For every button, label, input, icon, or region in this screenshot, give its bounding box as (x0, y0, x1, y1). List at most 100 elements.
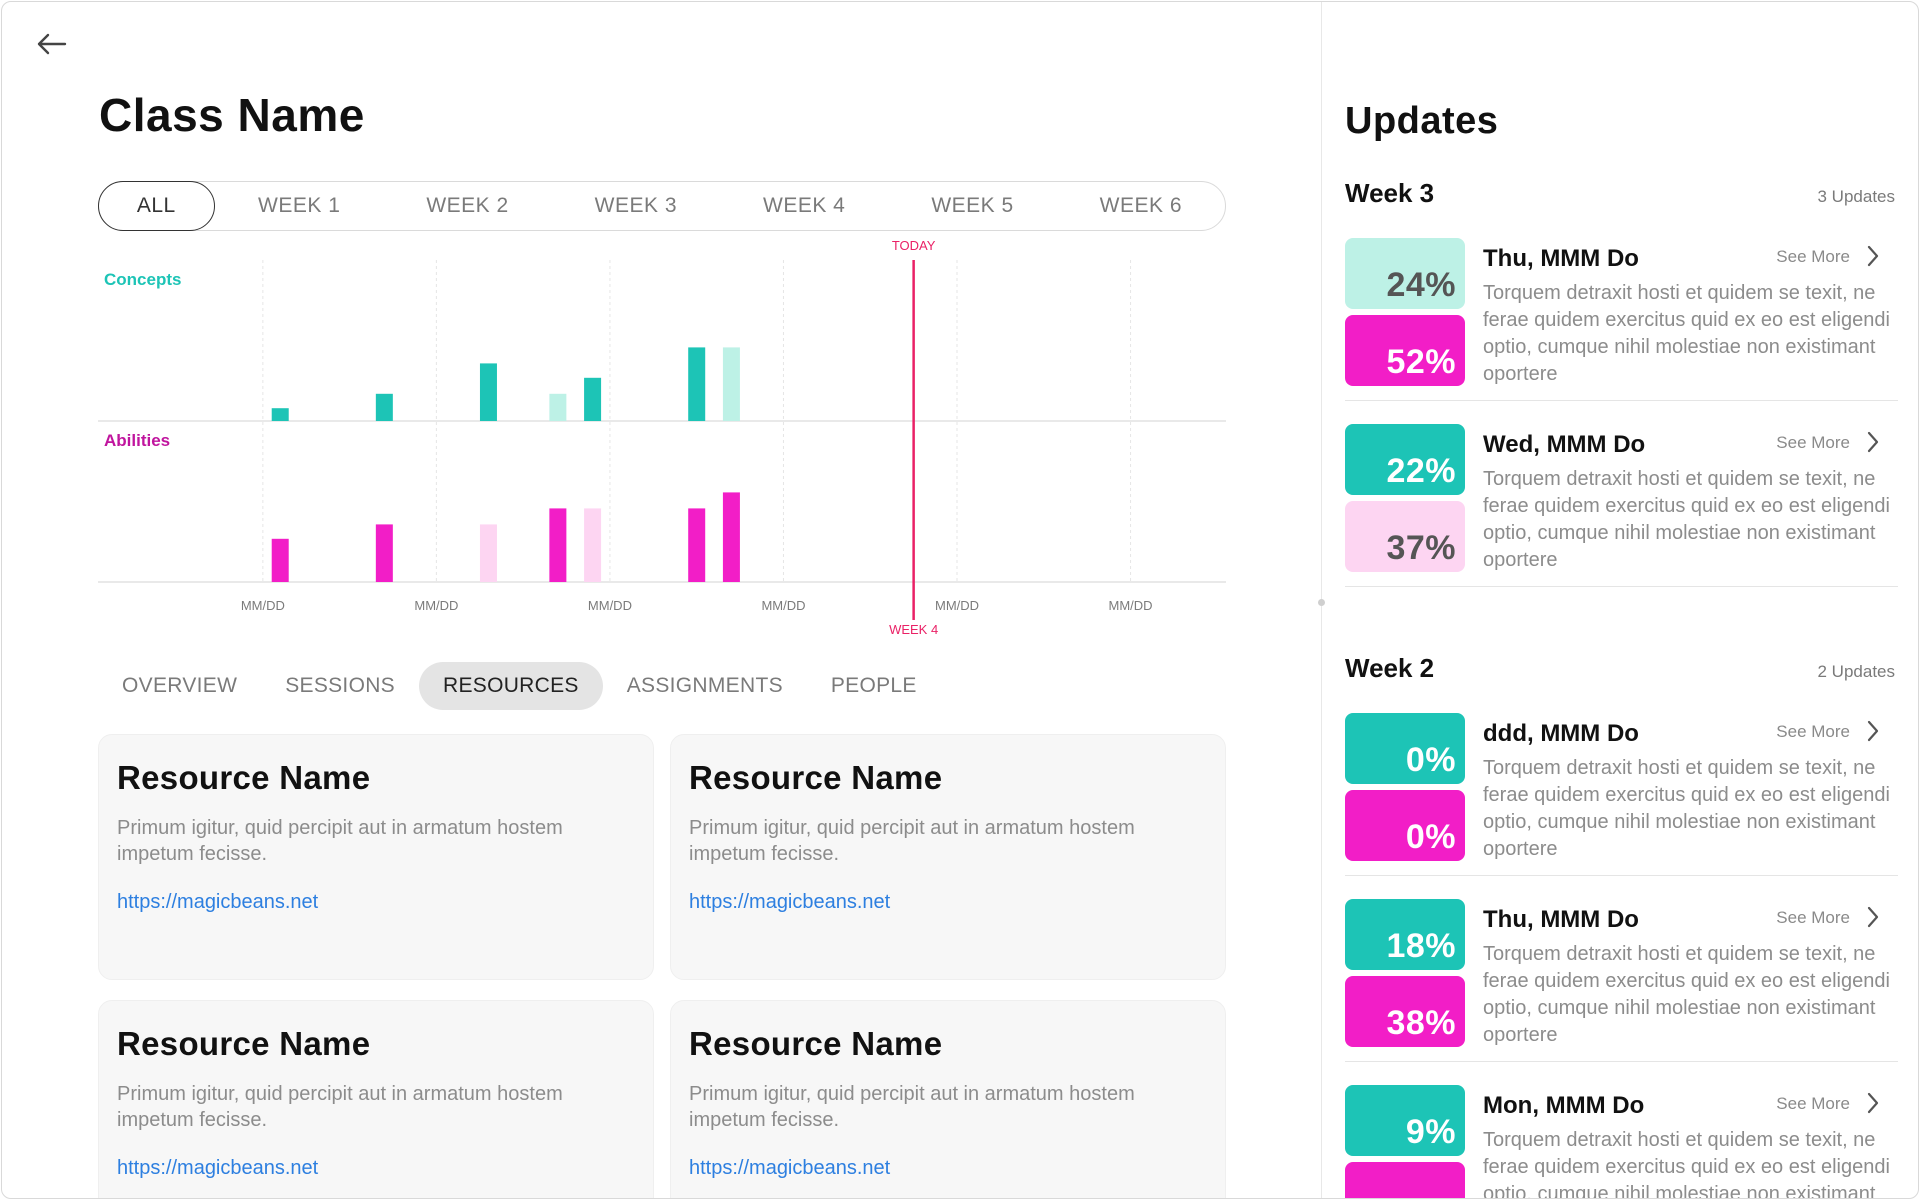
update-text: Torquem detraxit hosti et quidem se texi… (1483, 466, 1895, 574)
abilities-bar (480, 524, 497, 582)
abilities-percent-badge: 0% (1345, 790, 1465, 861)
concepts-percent-badge: 9% (1345, 1085, 1465, 1156)
concepts-bar (688, 347, 705, 421)
tab-week-5[interactable]: WEEK 5 (888, 181, 1056, 231)
x-tick-label: MM/DD (935, 598, 979, 613)
resource-name: Resource Name (689, 759, 1207, 797)
update-date: Thu, MMM Do (1483, 245, 1639, 273)
tab-week-1[interactable]: WEEK 1 (215, 181, 383, 231)
concepts-bar (723, 347, 740, 421)
abilities-label: Abilities (104, 431, 170, 450)
concepts-percent-badge: 18% (1345, 899, 1465, 970)
week-label: Week 3 (1345, 178, 1434, 209)
tab-week-2[interactable]: WEEK 2 (383, 181, 551, 231)
resource-card: Resource Name Primum igitur, quid percip… (670, 1000, 1226, 1199)
abilities-percent-badge: 37% (1345, 501, 1465, 572)
resource-card: Resource Name Primum igitur, quid percip… (670, 734, 1226, 980)
see-more-link[interactable]: See More (1776, 433, 1850, 453)
concepts-bar (376, 394, 393, 421)
update-text: Torquem detraxit hosti et quidem se texi… (1483, 280, 1895, 388)
resource-card: Resource Name Primum igitur, quid percip… (98, 1000, 654, 1199)
concepts-percent-badge: 24% (1345, 238, 1465, 309)
updates-panel: Updates Week 3 3 Updates 24% 52% Thu, MM… (1322, 2, 1919, 1199)
resource-name: Resource Name (117, 1025, 635, 1063)
update-item[interactable]: 24% 52% Thu, MMM Do See More Torquem det… (1345, 231, 1898, 401)
resource-link[interactable]: https://magicbeans.net (117, 1157, 635, 1180)
abilities-bar (584, 508, 601, 582)
chevron-right-icon[interactable] (1866, 429, 1880, 455)
resource-name: Resource Name (689, 1025, 1207, 1063)
x-tick-label: MM/DD (241, 598, 285, 613)
tab-all[interactable]: ALL (98, 181, 216, 231)
today-week-label: WEEK 4 (889, 622, 938, 637)
week-header: Week 3 3 Updates (1345, 178, 1895, 209)
concepts-bar (549, 394, 566, 421)
resource-link[interactable]: https://magicbeans.net (689, 891, 1207, 914)
abilities-bar (723, 492, 740, 582)
abilities-percent-badge (1345, 1162, 1465, 1199)
update-item[interactable]: 22% 37% Wed, MMM Do See More Torquem det… (1345, 417, 1898, 587)
abilities-bar (549, 508, 566, 582)
resource-description: Primum igitur, quid percipit aut in arma… (117, 815, 635, 867)
resource-link[interactable]: https://magicbeans.net (117, 891, 635, 914)
resource-name: Resource Name (117, 759, 635, 797)
update-date: Wed, MMM Do (1483, 431, 1645, 459)
today-label: TODAY (892, 238, 936, 253)
update-count: 2 Updates (1818, 662, 1896, 682)
update-text: Torquem detraxit hosti et quidem se texi… (1483, 941, 1895, 1049)
resource-description: Primum igitur, quid percipit aut in arma… (689, 1081, 1207, 1133)
x-tick-label: MM/DD (1109, 598, 1153, 613)
update-text: Torquem detraxit hosti et quidem se texi… (1483, 1127, 1895, 1199)
abilities-percent-badge: 52% (1345, 315, 1465, 386)
tab-overview[interactable]: OVERVIEW (98, 662, 261, 710)
tab-resources[interactable]: RESOURCES (419, 662, 603, 710)
abilities-bar (272, 539, 289, 582)
resource-link[interactable]: https://magicbeans.net (689, 1157, 1207, 1180)
concepts-bar (584, 378, 601, 421)
update-count: 3 Updates (1818, 187, 1896, 207)
page-title: Class Name (99, 88, 365, 142)
x-tick-label: MM/DD (414, 598, 458, 613)
update-date: ddd, MMM Do (1483, 720, 1639, 748)
update-item[interactable]: 9% Mon, MMM Do See More Torquem detraxit… (1345, 1078, 1898, 1199)
week-label: Week 2 (1345, 653, 1434, 684)
tab-week-4[interactable]: WEEK 4 (720, 181, 888, 231)
updates-title: Updates (1345, 100, 1498, 143)
concepts-bar (272, 408, 289, 421)
arrow-left-icon[interactable] (34, 30, 68, 58)
chevron-right-icon[interactable] (1866, 718, 1880, 744)
update-item[interactable]: 0% 0% ddd, MMM Do See More Torquem detra… (1345, 706, 1898, 876)
week-tab-bar: ALL WEEK 1 WEEK 2 WEEK 3 WEEK 4 WEEK 5 W… (98, 181, 1226, 231)
resource-description: Primum igitur, quid percipit aut in arma… (689, 815, 1207, 867)
concepts-bar (480, 363, 497, 421)
concepts-label: Concepts (104, 270, 181, 289)
update-text: Torquem detraxit hosti et quidem se texi… (1483, 755, 1895, 863)
chevron-right-icon[interactable] (1866, 904, 1880, 930)
chevron-right-icon[interactable] (1866, 1090, 1880, 1116)
concepts-percent-badge: 22% (1345, 424, 1465, 495)
update-item[interactable]: 18% 38% Thu, MMM Do See More Torquem det… (1345, 892, 1898, 1062)
chevron-right-icon[interactable] (1866, 243, 1880, 269)
see-more-link[interactable]: See More (1776, 722, 1850, 742)
see-more-link[interactable]: See More (1776, 908, 1850, 928)
abilities-bar (688, 508, 705, 582)
see-more-link[interactable]: See More (1776, 1094, 1850, 1114)
see-more-link[interactable]: See More (1776, 247, 1850, 267)
week-header: Week 2 2 Updates (1345, 653, 1895, 684)
tab-assignments[interactable]: ASSIGNMENTS (603, 662, 807, 710)
tab-week-3[interactable]: WEEK 3 (552, 181, 720, 231)
resource-description: Primum igitur, quid percipit aut in arma… (117, 1081, 635, 1133)
progress-chart: MM/DD MM/DD MM/DD MM/DD MM/DD MM/DD Concepts Ab… (98, 234, 1226, 644)
resource-card: Resource Name Primum igitur, quid percip… (98, 734, 654, 980)
section-tab-bar: OVERVIEW SESSIONS RESOURCES ASSIGNMENTS … (98, 662, 941, 710)
tab-people[interactable]: PEOPLE (807, 662, 941, 710)
update-date: Mon, MMM Do (1483, 1092, 1644, 1120)
abilities-bar (376, 524, 393, 582)
x-tick-label: MM/DD (761, 598, 805, 613)
update-date: Thu, MMM Do (1483, 906, 1639, 934)
abilities-percent-badge: 38% (1345, 976, 1465, 1047)
tab-week-6[interactable]: WEEK 6 (1057, 181, 1225, 231)
concepts-percent-badge: 0% (1345, 713, 1465, 784)
tab-sessions[interactable]: SESSIONS (261, 662, 419, 710)
